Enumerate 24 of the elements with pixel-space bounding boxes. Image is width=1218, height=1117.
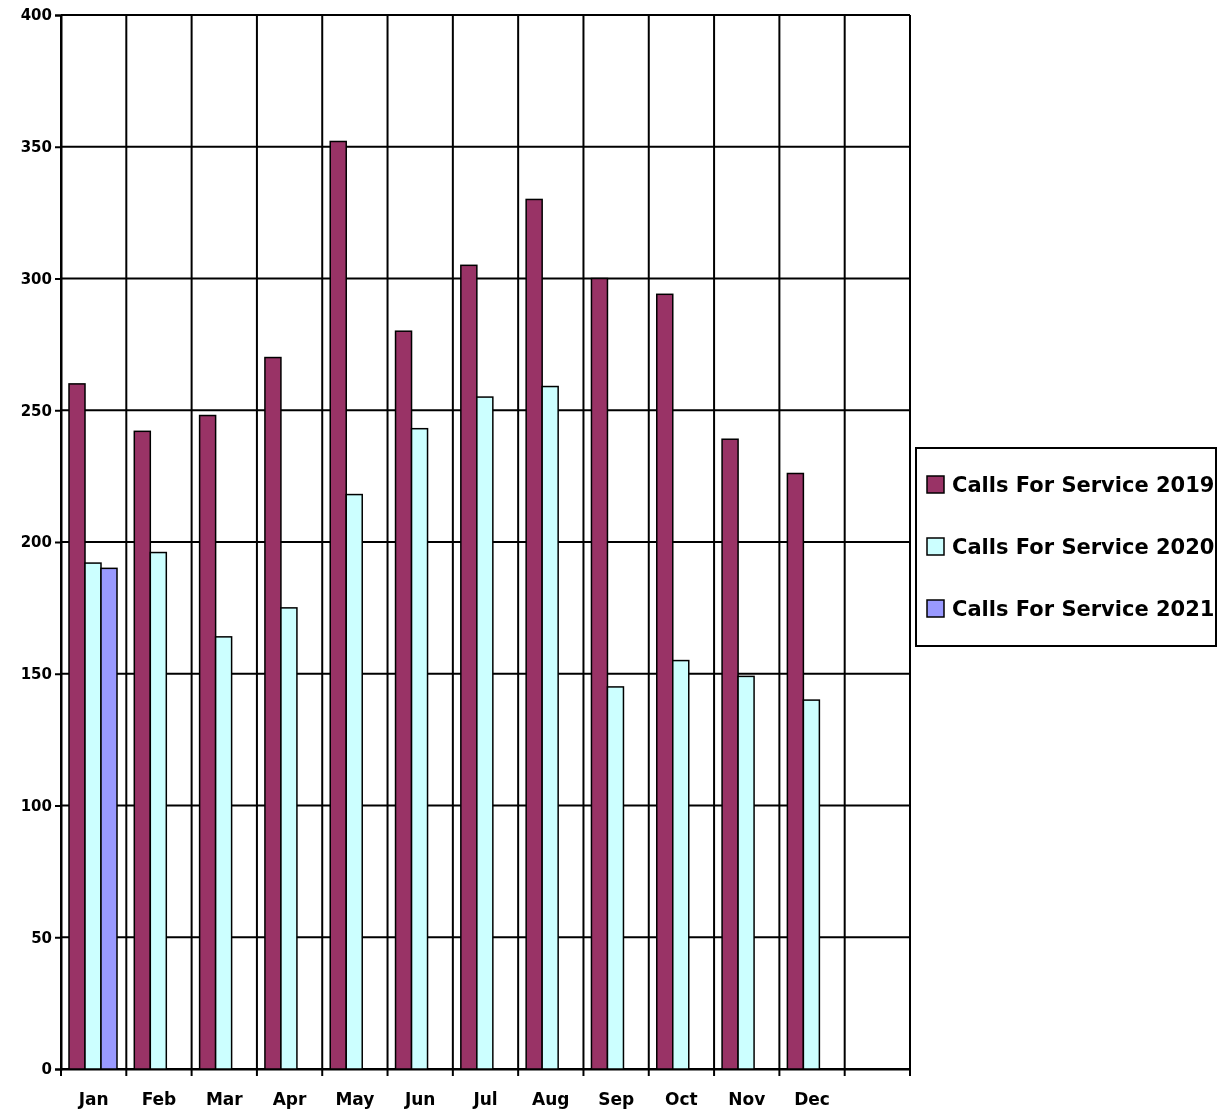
x-tick-label: Sep <box>598 1089 635 1110</box>
y-tick-label: 0 <box>41 1060 52 1079</box>
x-tick-label: Mar <box>205 1089 244 1110</box>
x-tick-label: Dec <box>794 1089 830 1110</box>
x-tick-label: Jan <box>77 1089 109 1110</box>
legend-label: Calls For Service 2019 <box>952 473 1215 497</box>
y-tick-label: 150 <box>20 665 52 684</box>
x-tick-label: Apr <box>272 1089 308 1110</box>
y-tick-label: 300 <box>20 269 52 288</box>
x-tick-label: Feb <box>141 1089 177 1110</box>
legend-label: Calls For Service 2020 <box>952 535 1215 559</box>
y-tick-label: 50 <box>31 928 52 947</box>
x-tick-label: Oct <box>665 1089 698 1110</box>
x-tick-label: May <box>335 1089 375 1110</box>
y-tick-label: 350 <box>20 138 52 157</box>
x-tick-label: Aug <box>532 1089 570 1110</box>
y-tick-label: 400 <box>20 6 52 25</box>
y-tick-label: 200 <box>20 533 52 552</box>
x-tick-label: Jul <box>472 1089 498 1110</box>
x-tick-label: Jun <box>403 1089 436 1110</box>
x-tick-label: Nov <box>728 1089 766 1110</box>
y-tick-label: 250 <box>20 401 52 420</box>
y-tick-label: 100 <box>20 796 52 815</box>
legend-label: Calls For Service 2021 <box>952 597 1215 621</box>
